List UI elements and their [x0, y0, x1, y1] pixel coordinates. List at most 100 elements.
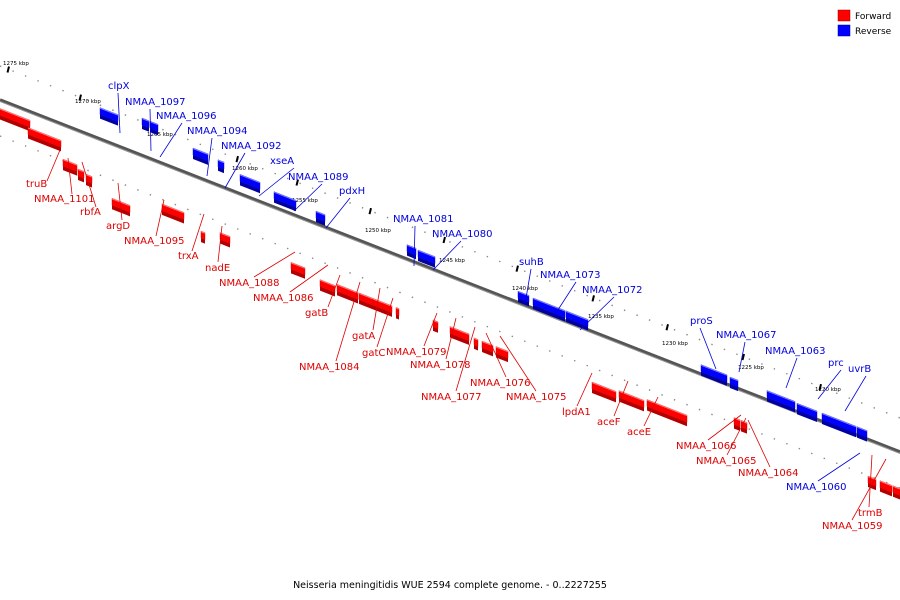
reverse-gene-label[interactable]: NMAA_1094 — [187, 126, 248, 137]
reverse-gene[interactable] — [315, 210, 326, 226]
reverse-gene[interactable] — [141, 117, 150, 132]
reverse-gene-label[interactable]: NMAA_1073 — [540, 270, 601, 281]
forward-gene-label[interactable]: gatA — [352, 331, 375, 342]
reverse-gene[interactable] — [856, 426, 868, 442]
forward-gene[interactable] — [219, 232, 231, 248]
forward-label-leader — [335, 281, 361, 362]
forward-gene-label[interactable]: argD — [106, 221, 130, 232]
forward-gene[interactable] — [473, 337, 479, 351]
forward-gene-label[interactable]: lpdA1 — [562, 407, 591, 418]
forward-gene[interactable] — [591, 381, 617, 403]
reverse-gene-label[interactable]: uvrB — [848, 364, 871, 375]
legend-forward-label: Forward — [855, 12, 891, 22]
forward-gene[interactable] — [290, 262, 306, 279]
reverse-gene-label[interactable]: NMAA_1096 — [156, 111, 217, 122]
reverse-gene-label[interactable]: pdxH — [339, 186, 365, 197]
forward-label-leader — [117, 182, 123, 221]
reverse-gene-label[interactable]: proS — [690, 316, 713, 327]
forward-gene[interactable] — [618, 390, 645, 412]
forward-gene[interactable] — [200, 230, 206, 244]
forward-gene[interactable] — [449, 326, 470, 345]
forward-gene-label[interactable]: nadE — [205, 263, 230, 274]
forward-gene-label[interactable]: aceE — [627, 427, 651, 438]
forward-gene-label[interactable]: rbfA — [80, 207, 101, 218]
forward-gene-label[interactable]: NMAA_1086 — [253, 293, 314, 304]
forward-label-leader — [485, 332, 507, 378]
reverse-gene[interactable] — [99, 107, 119, 126]
reverse-label-leader — [553, 281, 577, 317]
reverse-gene-label[interactable]: clpX — [108, 81, 130, 92]
reverse-gene[interactable] — [796, 402, 818, 423]
forward-gene-label[interactable]: trxA — [178, 251, 199, 262]
reverse-label-leader — [206, 137, 213, 177]
forward-gene-label[interactable]: NMAA_1079 — [386, 347, 447, 358]
reverse-gene-label[interactable]: NMAA_1072 — [582, 285, 643, 296]
forward-gene[interactable] — [77, 168, 85, 183]
forward-gene[interactable] — [336, 284, 359, 304]
genome-backbone — [0, 98, 900, 454]
reverse-gene[interactable] — [273, 191, 297, 212]
scale-track-lower — [0, 135, 900, 489]
reverse-gene-label[interactable]: NMAA_1080 — [432, 229, 493, 240]
reverse-gene[interactable] — [149, 120, 159, 136]
forward-gene-label[interactable]: NMAA_1075 — [506, 392, 567, 403]
forward-gene-label[interactable]: NMAA_1065 — [696, 456, 757, 467]
forward-label-leader — [253, 251, 296, 278]
forward-gene-label[interactable]: gatB — [305, 308, 328, 319]
forward-gene-label[interactable]: NMAA_1064 — [738, 468, 799, 479]
forward-gene[interactable] — [0, 108, 31, 132]
reverse-label-leader — [432, 240, 462, 271]
forward-gene-label[interactable]: NMAA_1059 — [822, 521, 883, 532]
reverse-gene-label[interactable]: suhB — [519, 257, 544, 268]
reverse-gene[interactable] — [766, 390, 796, 413]
forward-gene-label[interactable]: NMAA_1066 — [676, 441, 737, 452]
reverse-gene[interactable] — [192, 147, 209, 165]
forward-gene[interactable] — [495, 346, 509, 363]
reverse-gene-label[interactable]: NMAA_1089 — [288, 172, 349, 183]
forward-gene[interactable] — [319, 279, 336, 297]
gene-features — [0, 107, 900, 500]
forward-gene[interactable] — [395, 307, 400, 320]
forward-gene[interactable] — [481, 340, 494, 357]
reverse-gene[interactable] — [239, 174, 261, 194]
forward-gene-label[interactable]: NMAA_1095 — [124, 236, 185, 247]
forward-gene-label[interactable]: trmB — [858, 508, 883, 519]
reverse-gene-label[interactable]: NMAA_1097 — [125, 97, 186, 108]
forward-gene[interactable] — [733, 417, 741, 431]
reverse-label-leader — [524, 268, 532, 305]
forward-gene[interactable] — [161, 203, 185, 224]
reverse-gene-label[interactable]: NMAA_1081 — [393, 214, 454, 225]
reverse-gene[interactable] — [517, 290, 530, 307]
tick-label: 1255 kbp — [292, 198, 318, 204]
forward-gene-label[interactable]: NMAA_1088 — [219, 278, 280, 289]
reverse-gene[interactable] — [532, 297, 566, 322]
forward-gene-label[interactable]: NMAA_1078 — [410, 360, 471, 371]
forward-gene[interactable] — [879, 480, 893, 497]
forward-gene[interactable] — [892, 485, 900, 500]
forward-gene-label[interactable]: NMAA_1084 — [299, 362, 360, 373]
forward-gene[interactable] — [740, 420, 748, 434]
forward-gene-label[interactable]: NMAA_1077 — [421, 392, 482, 403]
forward-gene[interactable] — [62, 158, 78, 176]
reverse-gene-label[interactable]: NMAA_1092 — [221, 141, 282, 152]
reverse-gene[interactable] — [406, 244, 417, 260]
reverse-gene[interactable] — [217, 159, 225, 174]
reverse-gene-label[interactable]: prc — [828, 358, 844, 369]
forward-gene[interactable] — [27, 127, 62, 152]
reverse-gene[interactable] — [729, 376, 739, 392]
forward-gene-label[interactable]: gatC — [362, 348, 385, 359]
reverse-gene-label[interactable]: xseA — [270, 156, 294, 167]
reverse-gene-label[interactable]: NMAA_1060 — [786, 482, 847, 493]
forward-gene-label[interactable]: aceF — [597, 417, 621, 428]
forward-gene[interactable] — [358, 292, 374, 310]
reverse-gene-label[interactable]: NMAA_1067 — [716, 330, 777, 341]
forward-label-leader — [868, 454, 873, 508]
forward-gene-label[interactable]: NMAA_1076 — [470, 378, 531, 389]
reverse-gene[interactable] — [700, 364, 728, 386]
forward-gene-label[interactable]: NMAA_1101 — [34, 194, 95, 205]
reverse-gene-label[interactable]: NMAA_1063 — [765, 346, 826, 357]
reverse-gene[interactable] — [417, 249, 436, 268]
reverse-gene[interactable] — [821, 412, 857, 438]
forward-gene[interactable] — [646, 399, 688, 427]
forward-gene-label[interactable]: truB — [26, 179, 47, 190]
